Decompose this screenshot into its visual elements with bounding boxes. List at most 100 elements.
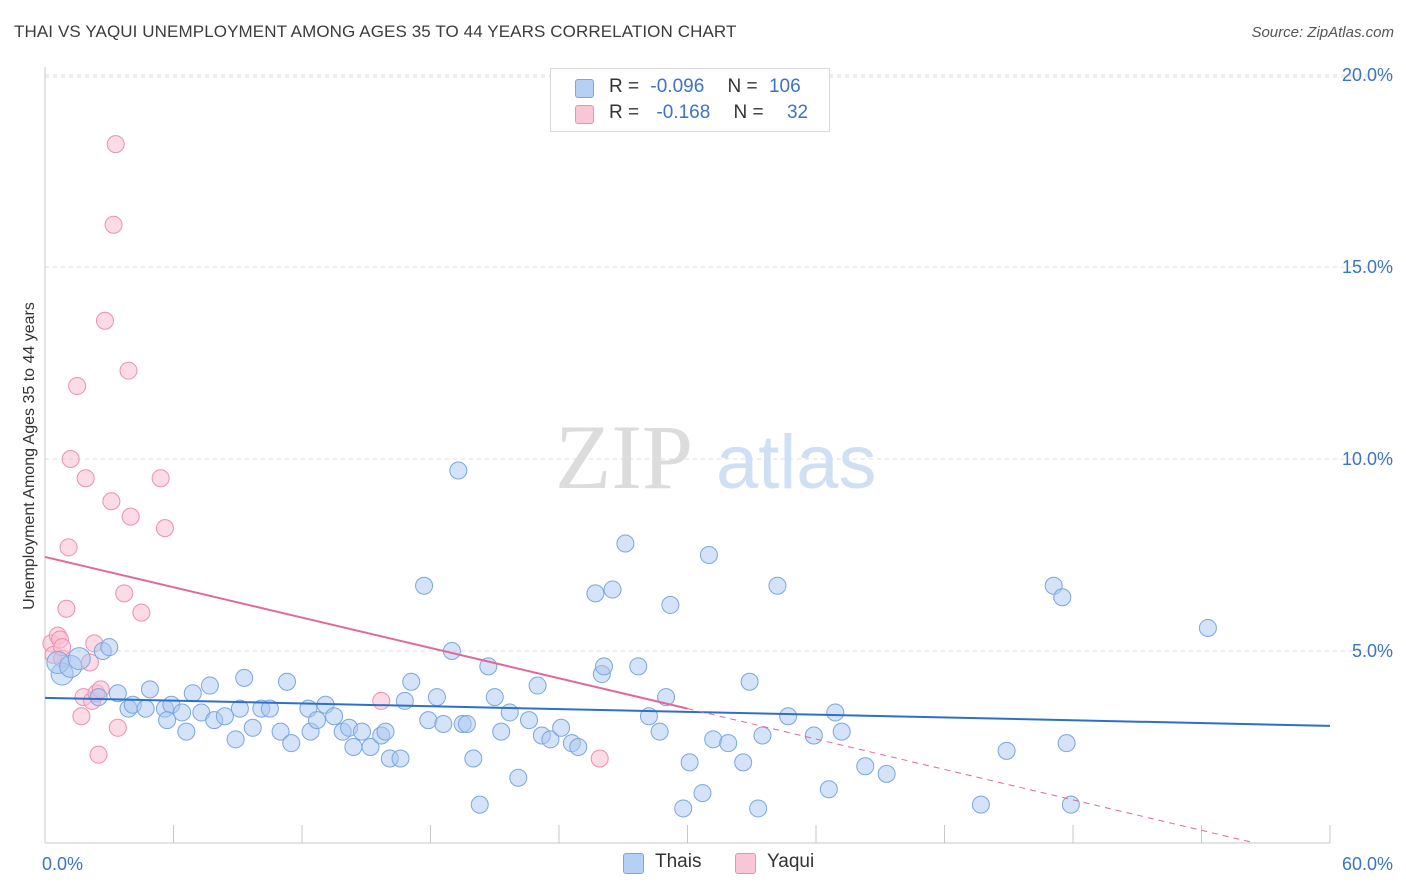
thais-point <box>594 657 613 676</box>
yaqui-legend-swatch <box>735 853 756 874</box>
source-credit: Source: ZipAtlas.com <box>1251 24 1394 41</box>
thais-point <box>427 688 446 707</box>
thais-point <box>674 799 693 818</box>
thais-point <box>603 580 622 599</box>
x-tick-label: 60.0% <box>1342 854 1393 874</box>
thais-point <box>108 684 127 703</box>
y-tick-label: 10.0% <box>1342 449 1393 469</box>
thais-point <box>391 749 410 768</box>
thais-point <box>819 780 838 799</box>
thais-point <box>278 672 297 691</box>
thais-point <box>361 738 380 756</box>
axes <box>44 67 1331 844</box>
thais-point <box>569 738 588 756</box>
thais-point <box>140 680 159 699</box>
thais-point <box>325 707 344 726</box>
thais-point <box>100 638 119 657</box>
correlation-legend: R = -0.096 N = 106 R = -0.168 N = 32 <box>550 68 830 132</box>
n-label: N = <box>727 76 758 97</box>
thais-point <box>680 753 699 772</box>
thais-point <box>1053 588 1072 607</box>
thais-point <box>1057 734 1076 753</box>
thais-point <box>485 688 504 707</box>
thais-point <box>492 722 511 741</box>
thais-point <box>235 668 254 687</box>
yaqui-point <box>76 469 95 488</box>
thais-point <box>1061 795 1080 814</box>
yaqui-point <box>61 450 80 468</box>
thais-point <box>470 795 489 814</box>
thais-point <box>661 595 680 614</box>
yaqui-point <box>95 311 114 330</box>
yaqui-point <box>590 749 609 768</box>
yaqui-point <box>106 135 125 154</box>
thais-legend-swatch <box>623 853 644 874</box>
legend-label-thais: Thais <box>655 851 702 872</box>
thais-point <box>699 546 718 564</box>
thais-point <box>704 730 723 749</box>
thais-point <box>415 576 434 595</box>
thais-point <box>541 730 560 749</box>
yaqui-point <box>59 538 78 557</box>
thais-point <box>509 768 528 787</box>
thais-point <box>183 684 202 703</box>
yaqui-point <box>57 599 76 618</box>
thais-point <box>243 718 262 737</box>
thais-point <box>971 795 990 814</box>
thais-point <box>749 799 768 818</box>
thais-point <box>693 784 712 803</box>
thais-point <box>629 657 648 676</box>
thais-point <box>376 722 395 741</box>
y-axis-label: Unemployment Among Ages 35 to 44 years <box>21 302 38 610</box>
yaqui-point <box>155 519 174 538</box>
yaqui-point <box>132 603 151 622</box>
yaqui-point <box>72 707 91 726</box>
yaqui-point <box>102 492 121 511</box>
thais-point <box>552 718 571 737</box>
yaqui-point <box>115 584 134 603</box>
thais-point <box>650 722 669 741</box>
thais-point <box>804 726 823 745</box>
thais-point <box>136 699 155 718</box>
thais-point <box>449 461 468 480</box>
r-label: R = <box>609 102 640 123</box>
thais-point <box>528 676 547 695</box>
thais-point <box>856 757 875 776</box>
r-value: -0.096 <box>650 76 705 97</box>
thais-point <box>260 699 279 718</box>
thais-point <box>500 703 519 722</box>
thais-swatch <box>575 79 594 98</box>
thais-point <box>997 741 1016 760</box>
thais-point <box>1198 618 1217 637</box>
thais-point <box>215 707 234 726</box>
thais-point <box>586 584 605 603</box>
thais-point <box>779 707 798 726</box>
thais-point <box>282 734 301 753</box>
thais-point <box>768 576 787 595</box>
yaqui-point <box>151 469 170 488</box>
thais-trend-line <box>44 696 1331 727</box>
thais-point <box>271 722 290 741</box>
thais-point <box>352 722 371 741</box>
thais-point <box>753 726 772 745</box>
thais-point <box>230 699 249 718</box>
yaqui-point <box>104 215 123 234</box>
yaqui-points <box>42 135 609 768</box>
yaqui-trend-line <box>44 555 688 710</box>
trend-lines <box>44 555 1331 844</box>
watermark-atlas: atlas <box>716 420 877 505</box>
y-tick-label: 5.0% <box>1352 641 1393 661</box>
tick-labels: 5.0% 10.0% 15.0% 20.0% 0.0% 60.0% <box>42 65 1393 874</box>
thais-point <box>402 672 421 691</box>
thais-point <box>344 738 363 756</box>
yaqui-swatch <box>575 105 594 124</box>
n-value: 106 <box>768 76 801 97</box>
thais-point <box>419 711 438 730</box>
thais-point <box>307 711 326 730</box>
watermark-zip: ZIP <box>555 406 693 508</box>
y-tick-label: 15.0% <box>1342 257 1393 277</box>
chart-title: THAI VS YAQUI UNEMPLOYMENT AMONG AGES 35… <box>14 22 737 41</box>
thais-point <box>464 749 483 768</box>
thais-point <box>395 691 414 710</box>
